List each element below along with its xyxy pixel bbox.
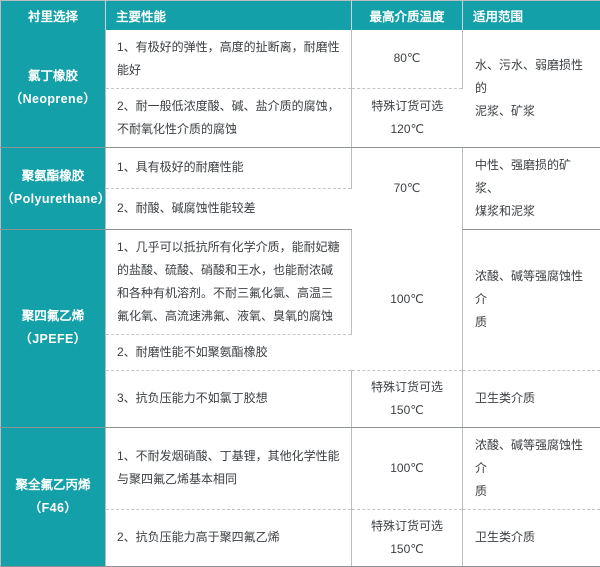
table-row: 聚氨酯橡胶 （Polyurethane） 1、具有极好的耐磨性能 70℃ 中性、…	[1, 147, 600, 188]
scope-line: 质	[475, 311, 590, 334]
scope-line: 煤浆和泥浆	[475, 200, 590, 223]
scope-cell: 水、污水、弱磨损性的 泥浆、矿浆	[463, 30, 600, 148]
performance-cell: 2、抗负压能力高于聚四氟乙烯	[106, 509, 352, 566]
performance-cell: 2、耐磨性能不如聚氨酯橡胶	[106, 334, 352, 370]
performance-line: 和各种有机溶剂。不耐三氟化氯、高温三	[117, 282, 342, 305]
scope-cell: 卫生类介质	[463, 370, 600, 427]
max-temp-cell: 特殊订货可选 120℃	[352, 88, 463, 147]
material-cell-polyurethane: 聚氨酯橡胶 （Polyurethane）	[1, 147, 106, 229]
material-name-en: （Neoprene）	[1, 88, 105, 111]
temp-value: 150℃	[356, 538, 458, 561]
performance-line: 与聚四氟乙烯基本相同	[117, 468, 342, 491]
max-temp-cell: 特殊订货可选 150℃	[352, 509, 463, 566]
temp-value: 100℃	[356, 288, 458, 311]
performance-line: 能好	[117, 59, 342, 82]
material-name-en: （Polyurethane）	[1, 188, 105, 211]
scope-line: 卫生类介质	[475, 526, 590, 549]
table-row: 聚全氟乙丙烯 （F46） 1、不耐发烟硝酸、丁基锂，其他化学性能 与聚四氟乙烯基…	[1, 427, 600, 509]
column-header-performance: 主要性能	[106, 1, 352, 30]
column-header-scope: 适用范围	[463, 1, 600, 30]
performance-cell: 3、抗负压能力不如氯丁胶想	[106, 370, 352, 427]
table-row: 聚四氟乙烯 （JPEFE） 1、几乎可以抵抗所有化学介质，能耐妃糖 的盐酸、硫酸…	[1, 229, 600, 334]
temp-value: 150℃	[356, 399, 458, 422]
header-row: 衬里选择 主要性能 最高介质温度 适用范围	[1, 1, 600, 30]
scope-line: 水、污水、弱磨损性的	[475, 54, 590, 100]
max-temp-cell: 特殊订货可选 150℃	[352, 370, 463, 427]
performance-line: 1、有极好的弹性，高度的扯断离，耐磨性	[117, 36, 342, 59]
scope-cell: 中性、强磨损的矿浆、 煤浆和泥浆	[463, 147, 600, 229]
material-name-en: （F46）	[1, 497, 105, 520]
performance-cell: 1、不耐发烟硝酸、丁基锂，其他化学性能 与聚四氟乙烯基本相同	[106, 427, 352, 509]
performance-line: 氟化氧、高流速沸氟、液氧、臭氧的腐蚀	[117, 305, 342, 328]
performance-line: 1、具有极好的耐磨性能	[117, 156, 342, 179]
performance-cell: 1、具有极好的耐磨性能	[106, 147, 352, 188]
performance-cell: 1、几乎可以抵抗所有化学介质，能耐妃糖 的盐酸、硫酸、硝酸和王水，也能耐浓碱 和…	[106, 229, 352, 334]
scope-line: 浓酸、碱等强腐蚀性介	[475, 434, 590, 480]
scope-line: 质	[475, 480, 590, 503]
material-name-en: （JPEFE）	[1, 328, 105, 351]
performance-line: 2、抗负压能力高于聚四氟乙烯	[117, 526, 342, 549]
performance-line: 的盐酸、硫酸、硝酸和王水，也能耐浓碱	[117, 259, 342, 282]
performance-cell: 1、有极好的弹性，高度的扯断离，耐磨性 能好	[106, 30, 352, 89]
lining-selection-table-screenshot: 衬里选择 主要性能 最高介质温度 适用范围 氯丁橡胶 （Neoprene） 1、…	[0, 0, 600, 427]
material-cell-neoprene: 氯丁橡胶 （Neoprene）	[1, 30, 106, 148]
temp-value: 100℃	[356, 457, 458, 480]
performance-cell: 2、耐一般低浓度酸、碱、盐介质的腐蚀， 不耐氧化性介质的腐蚀	[106, 88, 352, 147]
temp-option-label: 特殊订货可选	[356, 376, 458, 399]
scope-line: 泥浆、矿浆	[475, 100, 590, 123]
scope-line: 卫生类介质	[475, 387, 590, 410]
scope-line: 中性、强磨损的矿浆、	[475, 154, 590, 200]
temp-option-label: 特殊订货可选	[356, 515, 458, 538]
max-temp-cell: 70℃	[352, 147, 463, 229]
scope-cell: 卫生类介质	[463, 509, 600, 566]
material-name-cn: 聚氨酯橡胶	[1, 165, 105, 188]
scope-line: 浓酸、碱等强腐蚀性介	[475, 265, 590, 311]
scope-cell: 浓酸、碱等强腐蚀性介 质	[463, 427, 600, 509]
performance-line: 2、耐酸、碱腐蚀性能较差	[117, 197, 343, 220]
temp-value: 70℃	[356, 177, 458, 200]
column-header-max-temp: 最高介质温度	[352, 1, 463, 30]
max-temp-cell: 80℃	[352, 30, 463, 89]
performance-line: 1、几乎可以抵抗所有化学介质，能耐妃糖	[117, 236, 342, 259]
max-temp-cell: 100℃	[352, 229, 463, 370]
performance-line: 3、抗负压能力不如氯丁胶想	[117, 387, 342, 410]
material-name-cn: 聚全氟乙丙烯	[1, 474, 105, 497]
temp-value: 80℃	[356, 47, 458, 70]
table-body: 氯丁橡胶 （Neoprene） 1、有极好的弹性，高度的扯断离，耐磨性 能好 8…	[1, 30, 600, 567]
performance-line: 2、耐一般低浓度酸、碱、盐介质的腐蚀，	[117, 95, 342, 118]
material-cell-f46: 聚全氟乙丙烯 （F46）	[1, 427, 106, 566]
material-cell-jpefe: 聚四氟乙烯 （JPEFE）	[1, 229, 106, 427]
table-header: 衬里选择 主要性能 最高介质温度 适用范围	[1, 1, 600, 30]
column-header-lining: 衬里选择	[1, 1, 106, 30]
material-name-cn: 氯丁橡胶	[1, 65, 105, 88]
performance-cell: 2、耐酸、碱腐蚀性能较差	[106, 188, 352, 229]
temp-option-label: 特殊订货可选	[356, 95, 459, 118]
performance-line: 不耐氧化性介质的腐蚀	[117, 118, 342, 141]
temp-value: 120℃	[356, 118, 459, 141]
performance-line: 1、不耐发烟硝酸、丁基锂，其他化学性能	[117, 445, 342, 468]
table-row: 氯丁橡胶 （Neoprene） 1、有极好的弹性，高度的扯断离，耐磨性 能好 8…	[1, 30, 600, 89]
scope-cell: 浓酸、碱等强腐蚀性介 质	[463, 229, 600, 370]
max-temp-cell: 100℃	[352, 427, 463, 509]
material-name-cn: 聚四氟乙烯	[1, 305, 105, 328]
performance-line: 2、耐磨性能不如聚氨酯橡胶	[117, 341, 343, 364]
